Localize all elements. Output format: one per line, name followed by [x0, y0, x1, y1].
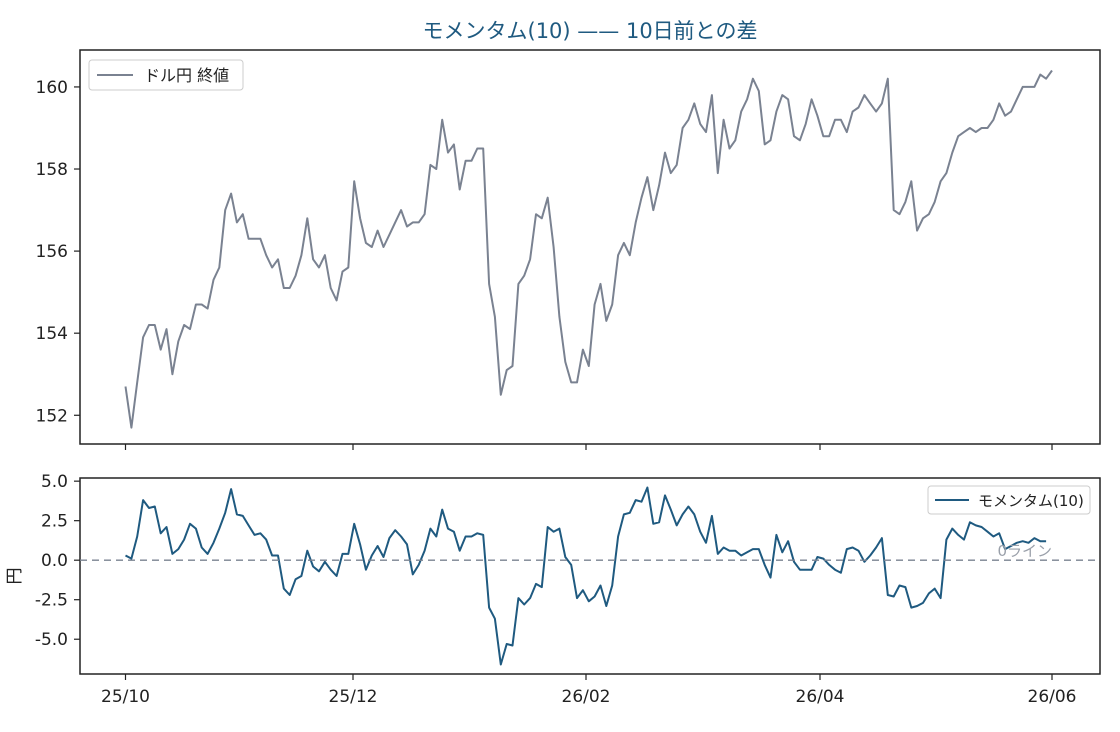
momentum-y-tick-label: 5.0 — [41, 472, 68, 492]
momentum-panel: 5.0 2.5 0.0 -2.5 -5.0 0ライン モメンタム(10) 円 25/10 25/1… — [5, 472, 1101, 707]
x-tick-label: 26/04 — [796, 687, 845, 707]
x-tick-label: 25/10 — [101, 687, 150, 707]
chart-title: モメンタム(10) —— 10日前との差 — [423, 19, 758, 43]
price-panel: 152 154 156 158 160 ドル円 終値 — [36, 49, 1101, 450]
zero-line-label: 0ライン — [997, 542, 1052, 560]
x-tick-label: 25/12 — [329, 687, 378, 707]
price-y-tick-label: 154 — [36, 324, 68, 344]
momentum-legend-label: モメンタム(10) — [978, 492, 1084, 510]
momentum-y-axis-label: 円 — [5, 568, 25, 585]
price-frame — [79, 49, 1101, 445]
momentum-series-line — [125, 486, 1047, 666]
momentum-y-tick-label: -2.5 — [35, 591, 68, 611]
price-y-tick-label: 156 — [36, 242, 68, 262]
momentum-y-tick-label: 0.0 — [41, 551, 68, 571]
price-y-tick-label: 160 — [36, 78, 68, 98]
price-legend-box — [88, 59, 244, 91]
price-y-tick-label: 152 — [36, 406, 68, 426]
momentum-y-tick-label: -5.0 — [35, 630, 68, 650]
momentum-legend-box — [927, 485, 1091, 515]
momentum-y-tick-label: 2.5 — [41, 512, 68, 532]
x-tick-label: 26/02 — [562, 687, 611, 707]
price-y-tick-label: 158 — [36, 160, 68, 180]
price-series-line — [124, 69, 1053, 429]
price-legend-label: ドル円 終値 — [144, 66, 229, 85]
x-tick-label: 26/06 — [1028, 687, 1077, 707]
